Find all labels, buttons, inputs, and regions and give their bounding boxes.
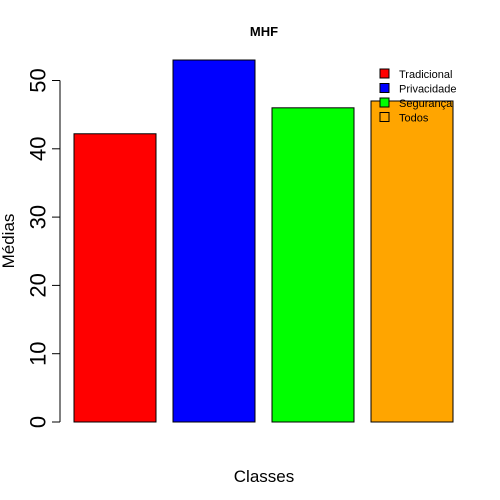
- y-axis-label: Médias: [0, 214, 18, 269]
- chart-title: MHF: [250, 24, 278, 39]
- y-axis: 0 10 20 30 40 50: [26, 68, 61, 428]
- legend-swatch-todos: [380, 113, 389, 122]
- legend-swatch-privacidade: [380, 84, 389, 93]
- x-axis-label: Classes: [234, 467, 294, 486]
- y-tick-label-30: 30: [26, 205, 51, 229]
- legend-label-segurança: Segurança: [399, 98, 453, 110]
- legend-label-tradicional: Tradicional: [399, 69, 452, 81]
- y-tick-label-50: 50: [26, 68, 51, 92]
- bar-segurança: [272, 108, 354, 422]
- y-tick-label-40: 40: [26, 137, 51, 161]
- y-tick-label-10: 10: [26, 341, 51, 365]
- bar-privacidade: [173, 60, 255, 422]
- bars-group: [74, 60, 453, 422]
- bar-todos: [371, 101, 453, 422]
- bar-tradicional: [74, 134, 156, 422]
- legend-label-privacidade: Privacidade: [399, 84, 456, 96]
- legend-label-todos: Todos: [399, 113, 429, 125]
- y-tick-label-0: 0: [26, 416, 51, 428]
- legend-swatch-tradicional: [380, 69, 389, 78]
- legend-swatch-segurança: [380, 98, 389, 107]
- y-tick-label-20: 20: [26, 273, 51, 297]
